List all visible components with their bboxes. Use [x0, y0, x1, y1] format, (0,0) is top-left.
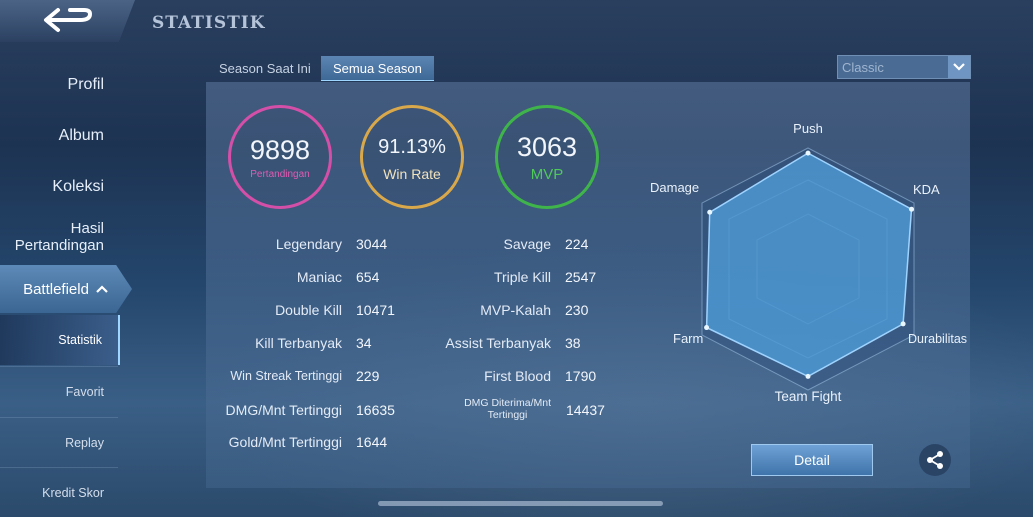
stat-value: 16635: [356, 402, 395, 418]
sidebar-item-battlefield[interactable]: Battlefield: [0, 265, 132, 313]
stat-label: Assist Terbanyak: [445, 335, 551, 351]
stat-value: 10471: [356, 302, 395, 318]
stat-value: 230: [565, 302, 589, 318]
share-button[interactable]: [919, 444, 951, 476]
stat-label: MVP-Kalah: [480, 302, 551, 318]
sidebar-sub-statistik[interactable]: Statistik: [0, 315, 120, 365]
stat-label: Savage: [503, 236, 551, 252]
matches-label: Pertandingan: [250, 168, 310, 180]
stat-label: Double Kill: [275, 302, 342, 318]
sidebar-item-label: Album: [58, 127, 104, 144]
win-rate-label: Win Rate: [383, 166, 441, 182]
chevron-down-icon: [948, 56, 970, 78]
mode-select-value: Classic: [842, 59, 884, 75]
radar-label-damage: Damage: [650, 180, 699, 195]
stat-label: DMG Diterima/Mnt Tertinggi: [464, 397, 551, 421]
back-arrow-icon: [43, 8, 92, 32]
stat-value: 2547: [565, 269, 597, 285]
sidebar-item-label: Kredit Skor: [42, 485, 104, 500]
stat-value: 1644: [356, 434, 388, 450]
sidebar-item-label: Statistik: [58, 333, 102, 347]
tab-semua-season[interactable]: Semua Season: [321, 56, 434, 81]
stat-label: Legendary: [275, 236, 342, 252]
tab-label: Season Saat Ini: [219, 60, 311, 76]
stat-value: 34: [356, 335, 372, 351]
stat-value: 14437: [566, 402, 605, 418]
sidebar-item-koleksi[interactable]: Koleksi: [0, 178, 104, 196]
matches-value: 9898: [249, 134, 311, 165]
stat-label: Kill Terbanyak: [255, 335, 342, 351]
stat-label: Win Streak Tertinggi: [230, 369, 342, 383]
back-button[interactable]: [0, 0, 135, 42]
stat-label: Triple Kill: [493, 269, 551, 285]
stat-value: 38: [565, 335, 581, 351]
detail-button[interactable]: Detail: [751, 444, 873, 476]
sidebar-item-label: Favorit: [65, 384, 104, 399]
mvp-circle: 3063 MVP: [495, 105, 599, 209]
radar-point: [704, 325, 710, 331]
sidebar-item-label: Replay: [65, 435, 104, 450]
radar-point: [805, 373, 811, 379]
win-rate-circle: 91.13% Win Rate: [360, 105, 464, 209]
win-rate-value: 91.13%: [378, 136, 446, 158]
stat-value: 654: [356, 269, 380, 285]
stat-value: 1790: [565, 368, 597, 384]
sidebar-item-album[interactable]: Album: [0, 127, 104, 145]
radar-point: [805, 150, 811, 156]
stat-value: 3044: [356, 236, 388, 252]
share-icon: [927, 451, 943, 469]
radar-label-team-fight: Team Fight: [775, 389, 842, 404]
radar-chart: Push KDA Durabilitas Team Fight Farm Dam…: [650, 121, 967, 404]
radar-label-durabilitas: Durabilitas: [908, 332, 967, 346]
sidebar-sub-kredit-skor[interactable]: Kredit Skor: [0, 467, 118, 517]
detail-button-label: Detail: [794, 452, 830, 468]
radar-point: [900, 321, 906, 327]
sidebar-item-label: Battlefield: [23, 280, 89, 298]
scrollbar[interactable]: [378, 501, 663, 506]
stat-value: 224: [565, 236, 589, 252]
sidebar-item-profil[interactable]: Profil: [0, 76, 104, 94]
mvp-value: 3063: [516, 131, 578, 162]
matches-circle: 9898 Pertandingan: [228, 105, 332, 209]
radar-point: [707, 209, 713, 215]
page-title: STATISTIK: [152, 13, 266, 33]
stat-label: Gold/Mnt Tertinggi: [228, 434, 342, 450]
sidebar-item-label: Koleksi: [52, 178, 104, 195]
stat-label: Maniac: [296, 269, 342, 285]
sidebar-sub-favorit[interactable]: Favorit: [0, 366, 118, 416]
sidebar-item-hasil-pertandingan[interactable]: Hasil Pertandingan: [0, 220, 104, 254]
sidebar-item-label: Profil: [67, 76, 104, 93]
tab-label: Semua Season: [333, 60, 422, 76]
radar-label-push: Push: [793, 121, 823, 136]
stat-value: 229: [356, 368, 380, 384]
tab-season-saat-ini[interactable]: Season Saat Ini: [207, 56, 323, 80]
radar-label-kda: KDA: [913, 182, 940, 197]
stat-label: DMG/Mnt Tertinggi: [225, 402, 342, 418]
chevron-up-icon: [96, 285, 108, 293]
radar-point: [909, 206, 915, 212]
sidebar-sub-replay[interactable]: Replay: [0, 417, 118, 467]
sidebar-item-label: Hasil Pertandingan: [14, 220, 104, 254]
mvp-label: MVP: [530, 165, 564, 183]
radar-label-farm: Farm: [673, 331, 703, 346]
stat-label: First Blood: [484, 368, 551, 384]
mode-select[interactable]: Classic: [837, 55, 971, 79]
